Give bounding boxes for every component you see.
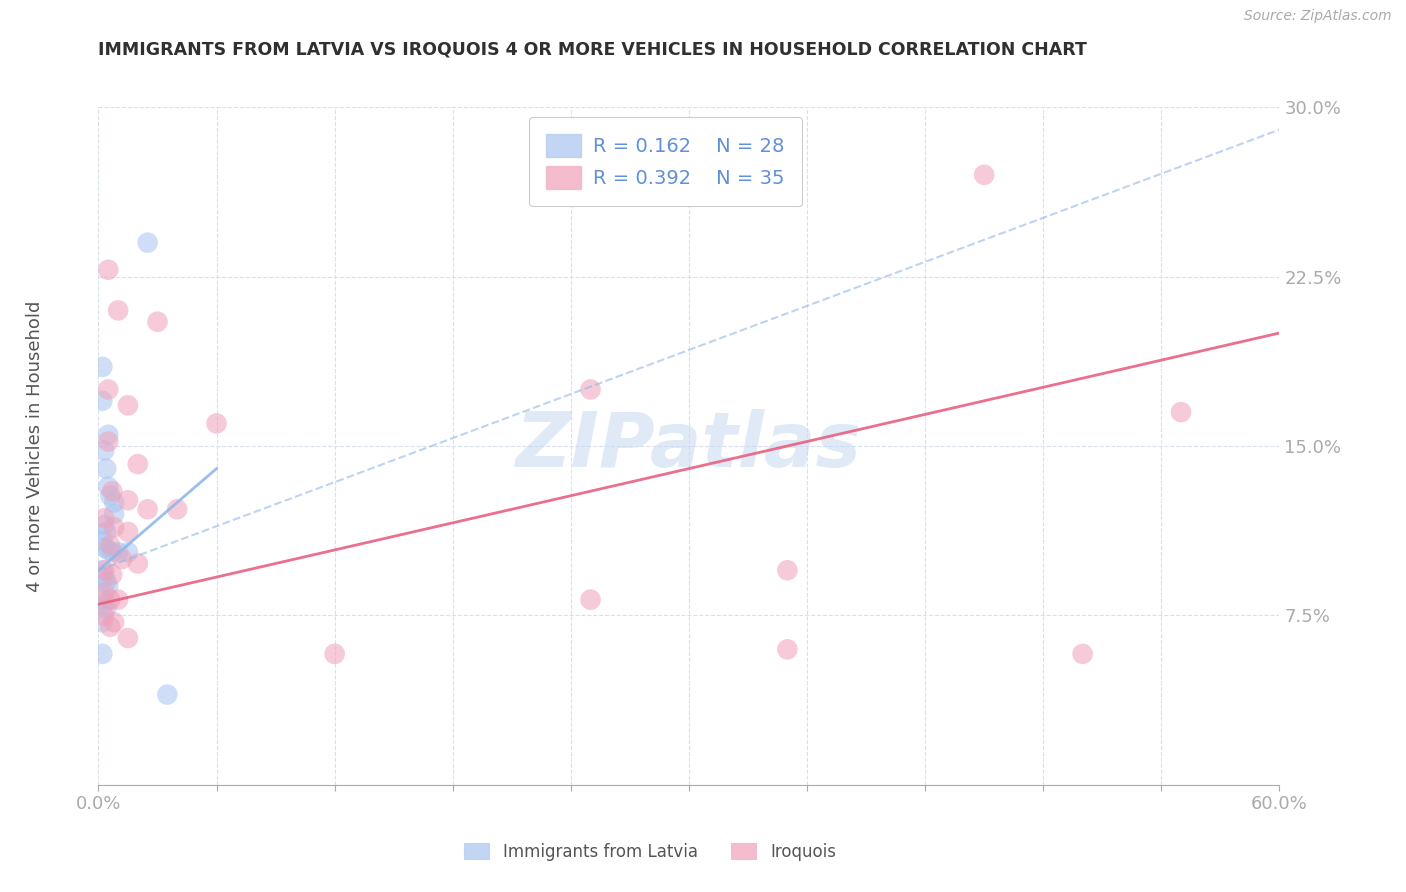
- Point: [97, 434, 120, 449]
- Point: [91, 563, 114, 577]
- Point: [166, 502, 188, 516]
- Point: [146, 315, 169, 329]
- Point: [93, 563, 115, 577]
- Point: [97, 579, 120, 593]
- Point: [776, 642, 799, 657]
- Point: [973, 168, 995, 182]
- Point: [103, 507, 125, 521]
- Point: [91, 592, 114, 607]
- Text: Source: ZipAtlas.com: Source: ZipAtlas.com: [1244, 9, 1392, 23]
- Point: [136, 235, 159, 250]
- Point: [103, 495, 125, 509]
- Point: [117, 398, 139, 412]
- Text: IMMIGRANTS FROM LATVIA VS IROQUOIS 4 OR MORE VEHICLES IN HOUSEHOLD CORRELATION C: IMMIGRANTS FROM LATVIA VS IROQUOIS 4 OR …: [98, 40, 1087, 58]
- Point: [97, 543, 120, 558]
- Point: [93, 541, 115, 555]
- Point: [97, 262, 120, 277]
- Point: [127, 557, 149, 571]
- Point: [96, 524, 118, 539]
- Point: [93, 570, 115, 584]
- Point: [156, 688, 179, 702]
- Point: [97, 383, 120, 397]
- Point: [98, 538, 121, 552]
- Point: [323, 647, 346, 661]
- Point: [98, 620, 121, 634]
- Point: [93, 608, 115, 623]
- Point: [93, 511, 115, 525]
- Point: [103, 615, 125, 630]
- Point: [111, 552, 134, 566]
- Legend: R = 0.162    N = 28, R = 0.392    N = 35: R = 0.162 N = 28, R = 0.392 N = 35: [529, 117, 801, 206]
- Point: [107, 545, 129, 559]
- Point: [117, 631, 139, 645]
- Point: [107, 303, 129, 318]
- Point: [107, 592, 129, 607]
- Point: [91, 533, 114, 548]
- Text: Iroquois: Iroquois: [770, 843, 837, 861]
- Point: [96, 574, 118, 589]
- Point: [93, 586, 115, 600]
- Point: [579, 383, 602, 397]
- Text: ZIPatlas: ZIPatlas: [516, 409, 862, 483]
- Point: [91, 615, 114, 630]
- Text: 4 or more Vehicles in Household: 4 or more Vehicles in Household: [27, 301, 44, 591]
- Point: [101, 545, 124, 559]
- Point: [97, 480, 120, 494]
- Point: [96, 461, 118, 475]
- Point: [91, 359, 114, 374]
- Point: [117, 524, 139, 539]
- Point: [101, 567, 124, 582]
- Point: [1071, 647, 1094, 661]
- Point: [93, 443, 115, 458]
- Point: [93, 518, 115, 533]
- Text: Immigrants from Latvia: Immigrants from Latvia: [503, 843, 699, 861]
- Point: [117, 545, 139, 559]
- Point: [205, 417, 228, 431]
- Point: [93, 597, 115, 611]
- Point: [136, 502, 159, 516]
- Point: [91, 647, 114, 661]
- Point: [776, 563, 799, 577]
- Point: [103, 520, 125, 534]
- Point: [101, 484, 124, 499]
- Point: [98, 489, 121, 503]
- Point: [127, 457, 149, 471]
- Point: [97, 427, 120, 442]
- Point: [98, 592, 121, 607]
- Point: [96, 601, 118, 615]
- Point: [117, 493, 139, 508]
- Point: [91, 393, 114, 408]
- Point: [1170, 405, 1192, 419]
- Point: [579, 592, 602, 607]
